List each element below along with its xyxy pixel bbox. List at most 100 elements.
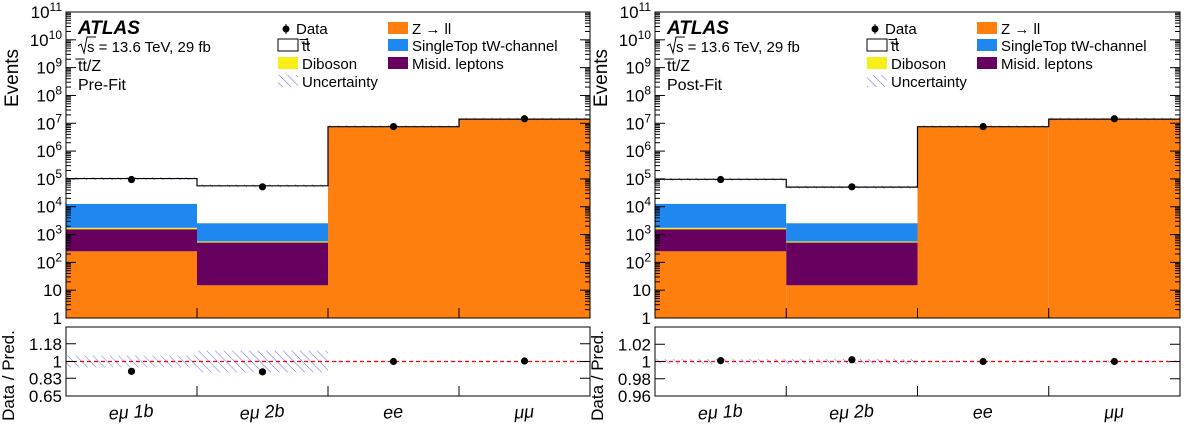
ratio-point <box>258 368 267 376</box>
bar-z_ll <box>459 119 590 319</box>
legend-label: Uncertainty <box>302 74 378 91</box>
bar-z_ll <box>1048 119 1180 319</box>
y-tick-label: 105 <box>36 167 62 189</box>
data-point <box>1110 115 1118 123</box>
bar-misid <box>786 242 918 286</box>
x-category-label: eμ 1b <box>697 400 743 423</box>
ratio-tick-label: 0.65 <box>29 387 62 406</box>
legend-item: Uncertainty <box>867 74 967 91</box>
legend-item: Misid. leptons <box>977 56 1093 73</box>
legend-item: t̅t <box>866 38 900 55</box>
ratio-point <box>389 357 398 366</box>
bar-z_ll <box>328 126 459 319</box>
legend-swatch <box>388 39 408 51</box>
sqrt-icon <box>666 36 685 55</box>
ratio-point <box>717 357 725 365</box>
legend-item: Data <box>871 21 917 38</box>
legend-label: Misid. leptons <box>412 56 504 73</box>
ratio-y-axis-label: Data / Pred. <box>588 330 607 421</box>
legend-item: Diboson <box>867 56 946 73</box>
y-tick-label: 104 <box>625 195 651 217</box>
bar-z_ll <box>66 251 197 318</box>
y-tick-label: 103 <box>625 223 651 245</box>
bar-diboson <box>197 241 328 243</box>
stage-label: Post-Fit <box>667 77 723 94</box>
legend-swatch <box>277 38 299 52</box>
ratio-tick-label: 1 <box>642 353 651 372</box>
y-tick-label: 1011 <box>31 0 63 22</box>
bar-z_ll <box>786 285 918 318</box>
region-label: t̅t/Z <box>664 58 690 75</box>
x-category-label: ee <box>382 401 403 422</box>
legend-item: SingleTop tW-channel <box>388 38 558 55</box>
legend-label: Data <box>885 21 917 38</box>
bar-singletop <box>655 203 787 228</box>
legend-item: Diboson <box>278 56 357 73</box>
region-label: t̅t/Z <box>75 58 101 75</box>
atlas-label: ATLAS <box>77 18 140 39</box>
legend-swatch <box>278 75 298 87</box>
bar-misid <box>197 242 328 286</box>
total-outline <box>66 118 590 187</box>
legend-label: t̅t <box>888 38 900 55</box>
y-tick-label: 1011 <box>620 0 652 22</box>
ratio-point <box>1110 357 1118 366</box>
legend-label: t̅t <box>299 38 311 55</box>
ratio-point <box>127 367 136 375</box>
bar-diboson <box>66 227 197 230</box>
total-outline <box>655 118 1180 188</box>
legend-label: SingleTop tW-channel <box>1001 38 1147 55</box>
y-tick-label: 1010 <box>30 28 63 50</box>
bar-singletop <box>786 223 918 242</box>
ratio-tick-label: 0.98 <box>618 370 651 389</box>
data-point <box>389 122 398 131</box>
bar-singletop <box>66 203 197 228</box>
legend-swatch <box>867 75 887 87</box>
ratio-point <box>979 357 987 366</box>
y-tick-label: 109 <box>625 56 651 78</box>
legend-swatch <box>278 57 298 69</box>
ratio-tick-label: 1 <box>53 353 62 372</box>
legend-swatch <box>388 57 408 69</box>
x-category-label: eμ 1b <box>108 400 154 423</box>
lumi-exponent: -1 <box>301 37 310 48</box>
y-tick-label: 1 <box>53 309 62 328</box>
energy-lumi-label: s = 13.6 TeV, 29 fb <box>87 39 211 56</box>
legend-item: Z → ll <box>977 21 1040 38</box>
stage-label: Pre-Fit <box>78 77 127 94</box>
legend-swatch <box>866 38 888 52</box>
y-axis-label: Events <box>2 49 23 107</box>
bar-ttbar <box>197 185 328 224</box>
legend-swatch <box>977 39 997 51</box>
x-category-label: eμ 2b <box>239 400 285 423</box>
bar-ttbar <box>786 187 918 224</box>
y-tick-label: 107 <box>625 111 651 133</box>
bar-diboson <box>655 227 787 230</box>
ratio-point <box>848 356 856 364</box>
legend-label: Misid. leptons <box>1001 56 1093 73</box>
legend-swatch <box>977 22 997 34</box>
legend-item: Uncertainty <box>278 74 378 91</box>
ratio-y-axis-label: Data / Pred. <box>0 330 18 421</box>
data-point <box>717 175 725 184</box>
data-point <box>258 183 267 191</box>
data-point <box>979 122 987 131</box>
y-tick-label: 102 <box>625 250 651 272</box>
sqrt-icon <box>77 36 96 55</box>
legend-label: Uncertainty <box>891 74 967 91</box>
lumi-exponent: -1 <box>890 37 899 48</box>
ratio-point <box>520 357 529 365</box>
legend-label: Diboson <box>891 56 946 73</box>
x-category-label: μμ <box>513 401 535 422</box>
ratio-tick-label: 0.83 <box>29 369 62 388</box>
legend-item: Z → ll <box>388 21 451 38</box>
x-category-label: eμ 2b <box>828 400 874 423</box>
legend-item: Data <box>282 21 328 38</box>
bar-misid <box>655 229 787 252</box>
y-tick-label: 106 <box>36 139 62 161</box>
legend-swatch <box>977 57 997 69</box>
y-tick-label: 108 <box>36 83 62 105</box>
y-axis-label: Events <box>591 49 612 107</box>
